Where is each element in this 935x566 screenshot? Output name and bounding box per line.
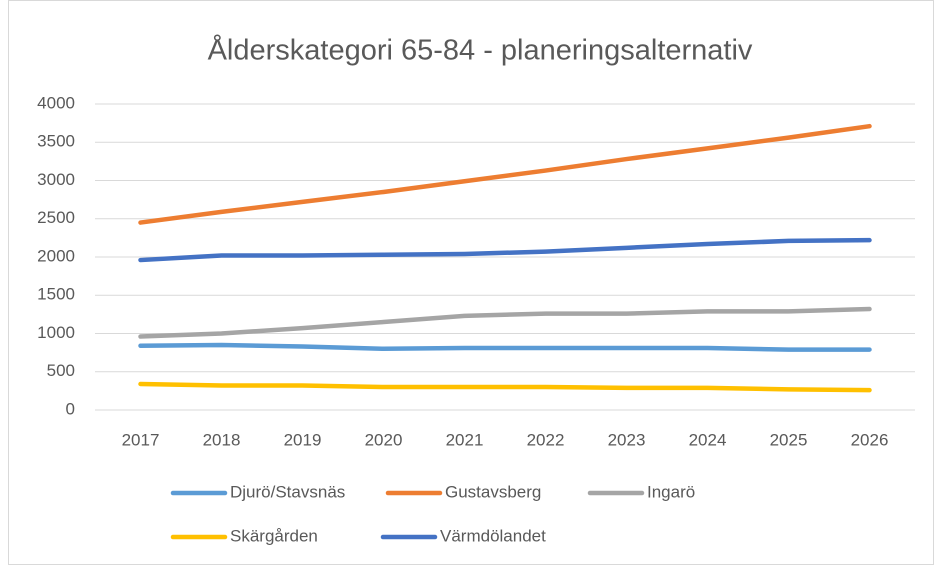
x-tick-label: 2024 <box>689 430 727 449</box>
y-tick-label: 0 <box>66 399 75 418</box>
x-tick-label: 2020 <box>365 430 403 449</box>
chart-title: Ålderskategori 65-84 - planeringsalterna… <box>208 34 753 67</box>
y-tick-label: 1000 <box>37 323 75 342</box>
x-tick-label: 2026 <box>851 430 889 449</box>
x-tick-label: 2023 <box>608 430 646 449</box>
x-tick-label: 2019 <box>284 430 322 449</box>
y-tick-label: 3000 <box>37 170 75 189</box>
legend-label: Gustavsberg <box>445 482 541 501</box>
series-line <box>138 123 872 225</box>
y-tick-label: 2000 <box>37 246 75 265</box>
series-line <box>138 237 872 263</box>
series-line <box>138 306 872 339</box>
legend-label: Ingarö <box>647 482 695 501</box>
x-tick-label: 2018 <box>203 430 241 449</box>
x-tick-label: 2022 <box>527 430 565 449</box>
y-tick-label: 3500 <box>37 132 75 151</box>
y-tick-label: 2500 <box>37 208 75 227</box>
y-tick-label: 1500 <box>37 285 75 304</box>
chart-border <box>8 0 934 565</box>
legend-label: Värmdölandet <box>440 526 546 545</box>
x-tick-label: 2017 <box>122 430 160 449</box>
series-line <box>138 381 872 393</box>
x-tick-label: 2025 <box>770 430 808 449</box>
y-tick-label: 500 <box>47 361 75 380</box>
legend-label: Djurö/Stavsnäs <box>230 482 345 501</box>
legend-label: Skärgården <box>230 526 318 545</box>
y-tick-label: 4000 <box>37 93 75 112</box>
series-line <box>138 342 872 352</box>
x-tick-label: 2021 <box>446 430 484 449</box>
